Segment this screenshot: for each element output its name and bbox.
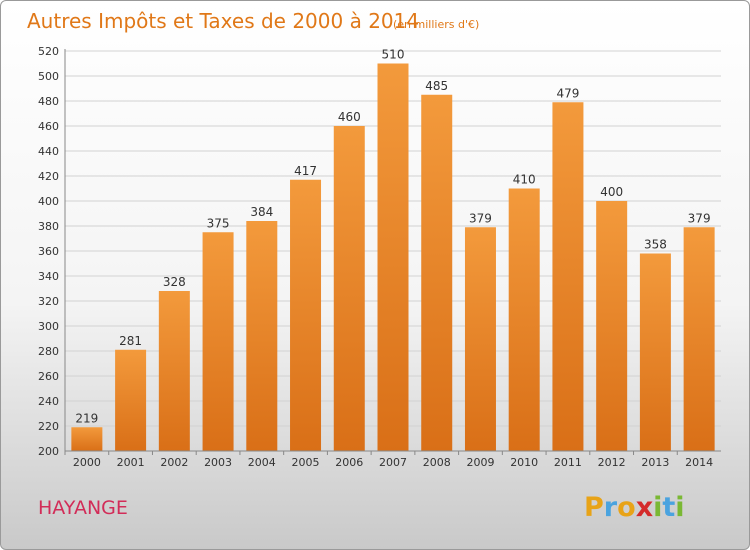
bar-value-label: 479 bbox=[556, 86, 579, 100]
x-tick-label: 2007 bbox=[379, 456, 407, 469]
proxiti-logo: Proxiti bbox=[584, 492, 685, 523]
bar bbox=[202, 232, 234, 451]
bar bbox=[464, 227, 496, 451]
x-tick-label: 2010 bbox=[510, 456, 538, 469]
bar bbox=[333, 126, 365, 451]
logo-letter: t bbox=[662, 492, 675, 523]
bar-value-label: 417 bbox=[294, 164, 317, 178]
bar bbox=[639, 253, 671, 451]
x-axis: 2000 2001 2002 2003 2004 2005 2006 2007 2008 2009… bbox=[64, 450, 721, 469]
y-tick-label: 440 bbox=[38, 145, 59, 158]
bar bbox=[246, 221, 278, 451]
logo-letter: P bbox=[584, 492, 604, 523]
bar-value-label: 460 bbox=[338, 110, 361, 124]
x-tick-label: 2008 bbox=[423, 456, 451, 469]
bar-value-label: 219 bbox=[75, 411, 98, 425]
bar bbox=[115, 349, 147, 451]
bar bbox=[683, 227, 715, 451]
y-tick-label: 420 bbox=[38, 170, 59, 183]
bar-value-label: 485 bbox=[425, 79, 448, 93]
logo-letter: r bbox=[604, 492, 618, 523]
bar bbox=[377, 63, 409, 451]
bar bbox=[158, 291, 190, 451]
y-tick-label: 360 bbox=[38, 245, 59, 258]
bars: 219 281 328 375 384 417 460 510 485 379 410 479 400 3… bbox=[71, 48, 715, 451]
city-label: HAYANGE bbox=[38, 497, 128, 519]
bar bbox=[508, 188, 540, 451]
y-tick-label: 380 bbox=[38, 220, 59, 233]
bar-value-label: 400 bbox=[600, 185, 623, 199]
y-tick-label: 300 bbox=[38, 320, 59, 333]
chart-title: Autres Impôts et Taxes de 2000 à 2014 bbox=[27, 9, 419, 33]
y-tick-label: 400 bbox=[38, 195, 59, 208]
bar bbox=[596, 201, 628, 451]
y-tick-label: 340 bbox=[38, 270, 59, 283]
x-tick-label: 2002 bbox=[160, 456, 188, 469]
x-tick-label: 2003 bbox=[204, 456, 232, 469]
y-axis: 200 220 240 260 280 300 320 340 360 380 400 420 440 4… bbox=[38, 45, 66, 458]
y-tick-label: 280 bbox=[38, 345, 59, 358]
y-tick-label: 220 bbox=[38, 420, 59, 433]
bar bbox=[552, 102, 584, 451]
x-tick-label: 2014 bbox=[685, 456, 713, 469]
y-tick-label: 500 bbox=[38, 70, 59, 83]
bar-value-label: 410 bbox=[513, 173, 536, 187]
bar-value-label: 375 bbox=[207, 216, 230, 230]
x-tick-label: 2012 bbox=[598, 456, 626, 469]
chart-subtitle: (en milliers d'€) bbox=[393, 18, 479, 31]
logo-letter: i bbox=[675, 492, 684, 523]
logo-letter: i bbox=[653, 492, 662, 523]
bar bbox=[421, 94, 453, 451]
y-tick-label: 480 bbox=[38, 95, 59, 108]
bar bbox=[71, 427, 103, 451]
bar-value-label: 379 bbox=[688, 211, 711, 225]
y-tick-label: 240 bbox=[38, 395, 59, 408]
bar-value-label: 384 bbox=[250, 205, 273, 219]
logo-letter: x bbox=[636, 492, 653, 523]
bar-value-label: 328 bbox=[163, 275, 186, 289]
x-tick-label: 2001 bbox=[117, 456, 145, 469]
x-tick-label: 2004 bbox=[248, 456, 276, 469]
bar-value-label: 379 bbox=[469, 211, 492, 225]
bar-value-label: 510 bbox=[382, 48, 405, 62]
y-tick-label: 260 bbox=[38, 370, 59, 383]
y-tick-label: 520 bbox=[38, 45, 59, 58]
y-tick-label: 320 bbox=[38, 295, 59, 308]
bar-value-label: 281 bbox=[119, 334, 142, 348]
x-tick-label: 2011 bbox=[554, 456, 582, 469]
x-tick-label: 2013 bbox=[641, 456, 669, 469]
bar bbox=[290, 179, 322, 451]
bar-value-label: 358 bbox=[644, 238, 667, 252]
x-tick-label: 2006 bbox=[335, 456, 363, 469]
x-tick-label: 2005 bbox=[292, 456, 320, 469]
x-tick-label: 2009 bbox=[466, 456, 494, 469]
y-tick-label: 460 bbox=[38, 120, 59, 133]
y-tick-label: 200 bbox=[38, 445, 59, 458]
logo-letter: o bbox=[617, 492, 636, 523]
x-tick-label: 2000 bbox=[73, 456, 101, 469]
